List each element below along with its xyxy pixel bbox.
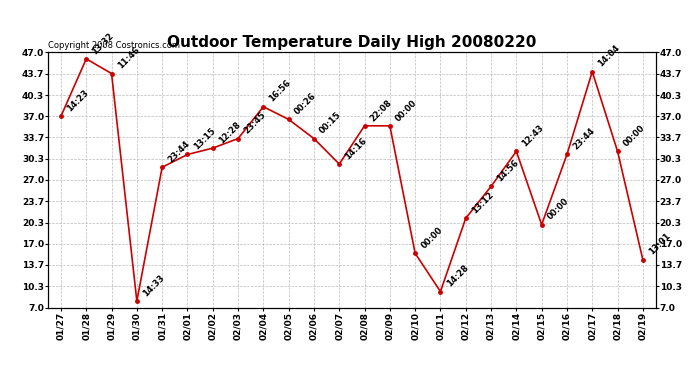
Text: 23:44: 23:44 xyxy=(571,126,596,152)
Text: 14:16: 14:16 xyxy=(344,136,368,161)
Text: Copyright 2008 Costronics.com: Copyright 2008 Costronics.com xyxy=(48,41,180,50)
Text: 14:04: 14:04 xyxy=(596,44,622,69)
Text: 13:15: 13:15 xyxy=(192,126,217,152)
Text: 11:46: 11:46 xyxy=(116,45,141,71)
Text: 12:28: 12:28 xyxy=(217,120,242,146)
Text: 14:33: 14:33 xyxy=(141,273,166,298)
Text: 00:15: 00:15 xyxy=(318,111,344,136)
Text: 14:28: 14:28 xyxy=(444,264,470,289)
Text: 00:00: 00:00 xyxy=(622,123,647,148)
Title: Outdoor Temperature Daily High 20080220: Outdoor Temperature Daily High 20080220 xyxy=(167,35,537,50)
Text: 13:12: 13:12 xyxy=(470,190,495,216)
Text: 13:32: 13:32 xyxy=(90,31,116,56)
Text: 13:01: 13:01 xyxy=(647,232,672,257)
Text: 00:00: 00:00 xyxy=(546,197,571,222)
Text: 14:56: 14:56 xyxy=(495,158,520,184)
Text: 23:44: 23:44 xyxy=(166,139,192,165)
Text: 23:45: 23:45 xyxy=(242,111,268,136)
Text: 00:26: 00:26 xyxy=(293,92,318,117)
Text: 14:23: 14:23 xyxy=(65,88,90,114)
Text: 22:08: 22:08 xyxy=(368,98,394,123)
Text: 16:56: 16:56 xyxy=(268,78,293,104)
Text: 00:00: 00:00 xyxy=(420,225,444,251)
Text: 00:00: 00:00 xyxy=(394,98,419,123)
Text: 12:43: 12:43 xyxy=(520,123,546,148)
